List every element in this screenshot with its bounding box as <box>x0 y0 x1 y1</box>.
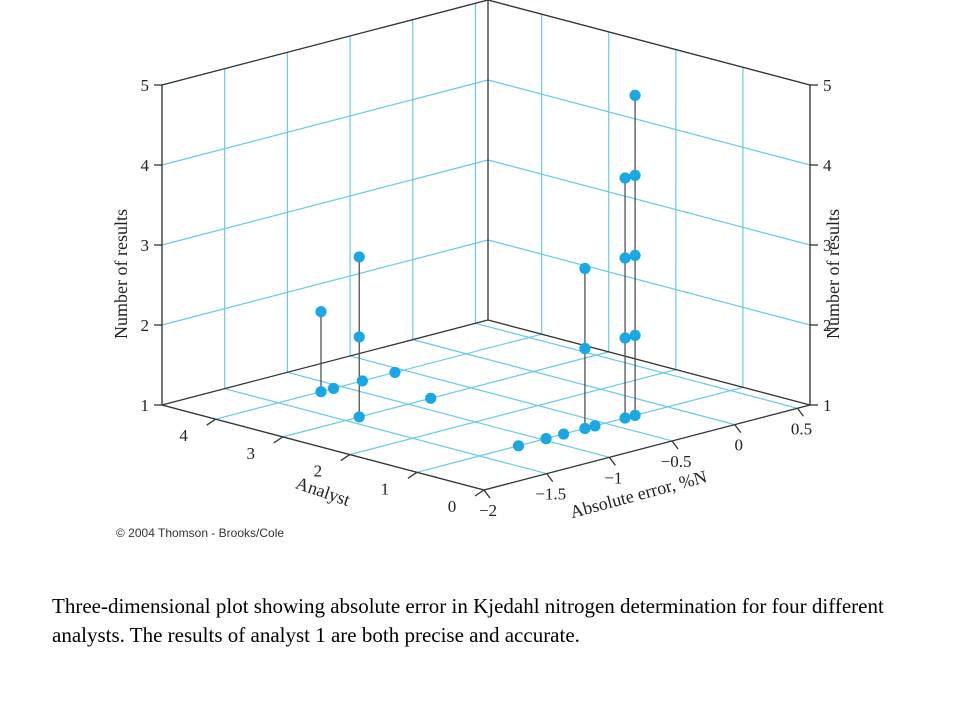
data-point <box>629 169 641 182</box>
frame-edge <box>487 319 811 406</box>
x-tick-label: −0.5 <box>661 452 692 471</box>
z-tick-label-right: 2 <box>823 316 832 335</box>
x-tick-label: −2 <box>479 501 497 520</box>
frame-edge <box>487 0 811 86</box>
y-tick-label: 0 <box>448 497 457 516</box>
tick-mark <box>796 407 804 417</box>
gridline-floor <box>412 339 735 426</box>
z-axis-title-right: Number of results <box>823 209 843 339</box>
data-point <box>540 433 552 445</box>
point-layer <box>315 89 641 452</box>
y-tick-label: 2 <box>314 462 323 481</box>
tick-mark <box>546 473 554 483</box>
frame-edge <box>161 404 485 491</box>
z-axis-title-left: Number of results <box>111 209 131 339</box>
gridline-back-wall <box>161 239 489 326</box>
data-point <box>619 332 631 344</box>
data-point <box>629 89 641 102</box>
data-point <box>356 375 368 387</box>
3d-scatter-plot: 1 1 2 2 3 3 4 4 5 5 −2 −1.5 −1 −0.5 0 0.5 0 1 2 3 4 Number of… <box>111 0 843 522</box>
data-point <box>353 251 365 263</box>
y-tick-label: 1 <box>381 479 390 498</box>
frame-edge <box>161 0 489 86</box>
z-tick-label-left: 2 <box>141 316 150 335</box>
data-point <box>389 366 401 379</box>
data-point <box>353 331 365 343</box>
data-point <box>315 306 327 318</box>
y-tick-label: 3 <box>247 444 256 463</box>
gridline-floor <box>349 369 676 456</box>
gridline-side-wall <box>487 159 811 246</box>
tick-mark <box>734 424 742 434</box>
data-point <box>629 329 641 342</box>
frame-edge <box>161 319 489 406</box>
z-tick-label-left: 1 <box>141 396 150 415</box>
gridline-back-wall <box>161 159 489 246</box>
z-tick-label-left: 4 <box>141 156 150 175</box>
tick-mark <box>273 436 284 444</box>
tick-mark <box>671 440 679 450</box>
gridline-side-wall <box>487 239 811 326</box>
x-tick-label: 0.5 <box>791 419 812 438</box>
tick-mark <box>474 489 485 497</box>
tick-mark <box>340 454 351 462</box>
data-point <box>629 249 641 262</box>
gridline-side-wall <box>487 79 811 166</box>
z-tick-label-right: 1 <box>823 396 832 415</box>
z-tick-label-left: 3 <box>141 236 150 255</box>
data-point <box>589 420 601 432</box>
y-axis-title: Analyst <box>293 473 352 510</box>
x-tick-label: −1 <box>604 468 622 487</box>
data-point <box>315 386 327 398</box>
z-tick-label-left: 5 <box>141 76 150 95</box>
figure-caption: Three-dimensional plot showing absolute … <box>52 594 884 647</box>
z-tick-label-right: 5 <box>823 76 832 95</box>
copyright-notice: © 2004 Thomson - Brooks/Cole <box>116 526 285 540</box>
z-tick-label-right: 3 <box>823 236 832 255</box>
data-point <box>619 252 631 264</box>
data-point <box>327 382 340 395</box>
tick-mark <box>206 418 217 426</box>
tick-mark <box>407 471 418 479</box>
grid-layer <box>161 0 811 491</box>
gridline-floor <box>215 333 542 420</box>
data-point <box>579 422 591 435</box>
tick-mark <box>483 489 491 499</box>
data-point <box>425 392 437 404</box>
gridline-floor <box>282 351 609 438</box>
y-tick-label: 4 <box>179 426 188 445</box>
z-tick-label-right: 4 <box>823 156 832 175</box>
frame-layer <box>154 0 818 499</box>
x-tick-label: 0 <box>735 436 744 455</box>
x-axis-title: Absolute error, %N <box>568 466 709 522</box>
data-point <box>558 428 570 440</box>
x-tick-label: −1.5 <box>535 485 566 504</box>
data-point <box>629 409 641 422</box>
gridline-floor <box>224 388 547 475</box>
tick-mark <box>608 456 616 466</box>
data-point <box>619 412 631 424</box>
data-point <box>512 440 525 452</box>
data-point <box>579 262 591 275</box>
data-point <box>353 411 365 423</box>
data-point <box>579 342 591 355</box>
gridline-back-wall <box>161 79 489 166</box>
frame-edge <box>483 404 811 491</box>
data-point <box>619 172 631 184</box>
stem-layer <box>320 95 636 429</box>
